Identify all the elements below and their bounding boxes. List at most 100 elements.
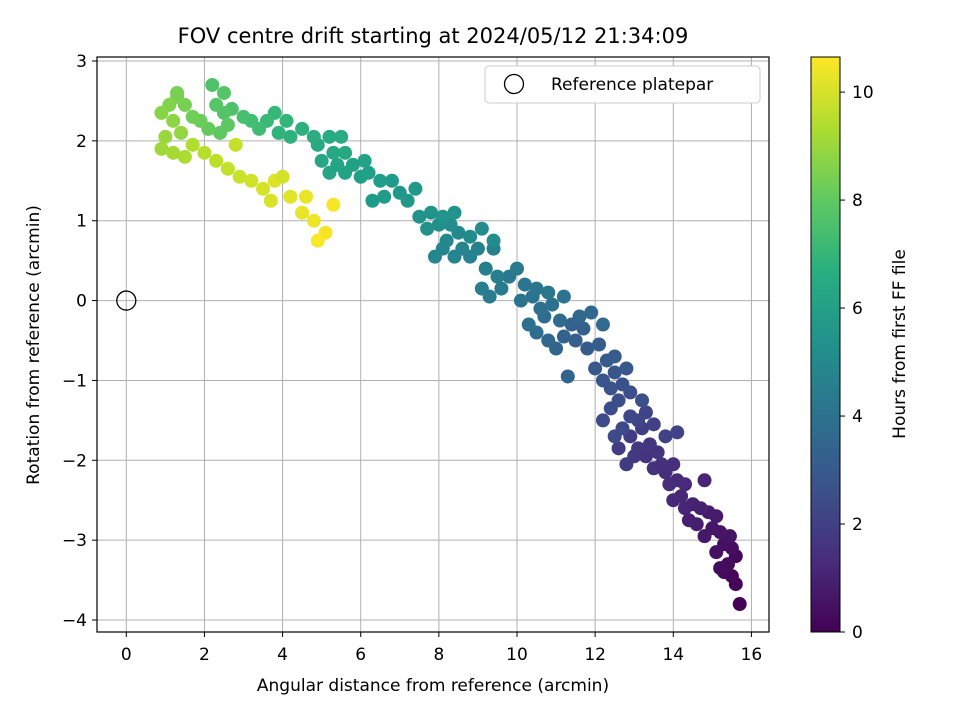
- data-point: [666, 493, 681, 508]
- data-point: [439, 233, 454, 248]
- data-points: [154, 77, 747, 612]
- data-point: [615, 377, 630, 392]
- y-tick-label: 2: [76, 132, 87, 152]
- colorbar-ticks: 0 2 4 6 8 10: [840, 83, 874, 643]
- data-point: [310, 233, 325, 248]
- data-point: [295, 205, 310, 220]
- data-point: [283, 189, 298, 204]
- data-point: [732, 597, 747, 612]
- data-point: [185, 109, 200, 124]
- data-point: [521, 317, 536, 332]
- data-point: [306, 213, 321, 228]
- data-point: [486, 233, 501, 248]
- data-point: [228, 137, 243, 152]
- colorbar-tick-label: 0: [852, 623, 863, 643]
- data-point: [205, 77, 220, 92]
- data-point: [642, 437, 657, 452]
- y-tick-label: −2: [62, 451, 87, 471]
- data-point: [697, 529, 712, 544]
- reference-point: [116, 290, 137, 311]
- data-point: [607, 365, 622, 380]
- data-point: [623, 409, 638, 424]
- data-point: [365, 193, 380, 208]
- y-tick-label: −3: [62, 531, 87, 551]
- data-point: [595, 413, 610, 428]
- data-point: [384, 173, 399, 188]
- data-point: [658, 429, 673, 444]
- data-point: [166, 113, 181, 128]
- data-point: [279, 113, 294, 128]
- y-axis-ticks: −4 −3 −2 −1 0 1 2 3: [62, 52, 97, 631]
- data-point: [322, 129, 337, 144]
- data-point: [474, 221, 489, 236]
- data-point: [306, 129, 321, 144]
- data-point: [584, 305, 599, 320]
- data-point: [232, 169, 247, 184]
- x-tick-label: 6: [355, 645, 366, 665]
- data-point: [373, 173, 388, 188]
- colorbar-tick-label: 4: [852, 407, 863, 427]
- data-point: [556, 329, 571, 344]
- data-point: [295, 121, 310, 136]
- data-point: [158, 129, 173, 144]
- data-point: [474, 281, 489, 296]
- data-point: [213, 125, 228, 140]
- colorbar-label: Hours from first FF file: [890, 249, 910, 439]
- data-point: [580, 341, 595, 356]
- data-point: [244, 173, 259, 188]
- data-point: [576, 321, 591, 336]
- x-tick-label: 10: [506, 645, 528, 665]
- data-point: [154, 141, 169, 156]
- data-point: [713, 561, 728, 576]
- y-tick-label: 0: [76, 292, 87, 312]
- data-point: [166, 145, 181, 160]
- data-point: [197, 145, 212, 160]
- data-point: [678, 501, 692, 516]
- data-point: [697, 473, 712, 488]
- data-point: [170, 85, 185, 100]
- data-point: [595, 373, 610, 388]
- data-point: [435, 209, 450, 224]
- data-point: [545, 297, 560, 312]
- data-point: [533, 301, 548, 316]
- data-point: [408, 181, 423, 196]
- colorbar-tick-label: 10: [852, 83, 874, 103]
- data-point: [588, 361, 603, 376]
- chart-title: FOV centre drift starting at 2024/05/12 …: [178, 24, 689, 48]
- data-point: [681, 513, 696, 528]
- data-point: [174, 125, 188, 140]
- data-point: [427, 249, 442, 264]
- data-point: [494, 281, 509, 296]
- data-point: [185, 137, 200, 152]
- grid-lines: [97, 57, 769, 632]
- data-point: [420, 221, 435, 236]
- data-point: [353, 169, 368, 184]
- x-tick-label: 0: [121, 645, 132, 665]
- data-point: [666, 457, 681, 472]
- x-tick-label: 2: [199, 645, 210, 665]
- data-point: [392, 185, 407, 200]
- data-point: [299, 189, 314, 204]
- data-point: [541, 285, 556, 300]
- data-point: [322, 165, 337, 180]
- data-point: [463, 229, 478, 244]
- data-point: [447, 249, 462, 264]
- plot-frame: [96, 56, 770, 633]
- data-point: [490, 269, 505, 284]
- data-point: [220, 161, 235, 176]
- data-point: [236, 109, 251, 124]
- y-axis-label: Rotation from reference (arcmin): [24, 205, 44, 485]
- data-point: [357, 153, 372, 168]
- colorbar-tick-label: 6: [852, 299, 863, 319]
- x-tick-label: 16: [741, 645, 763, 665]
- data-point: [209, 153, 224, 168]
- data-point: [595, 317, 610, 332]
- y-tick-label: −1: [62, 371, 87, 391]
- data-point: [607, 429, 622, 444]
- colorbar-tick-label: 2: [852, 515, 863, 535]
- x-tick-label: 8: [433, 645, 444, 665]
- data-point: [275, 169, 290, 184]
- data-point: [216, 85, 231, 100]
- data-point: [556, 289, 571, 304]
